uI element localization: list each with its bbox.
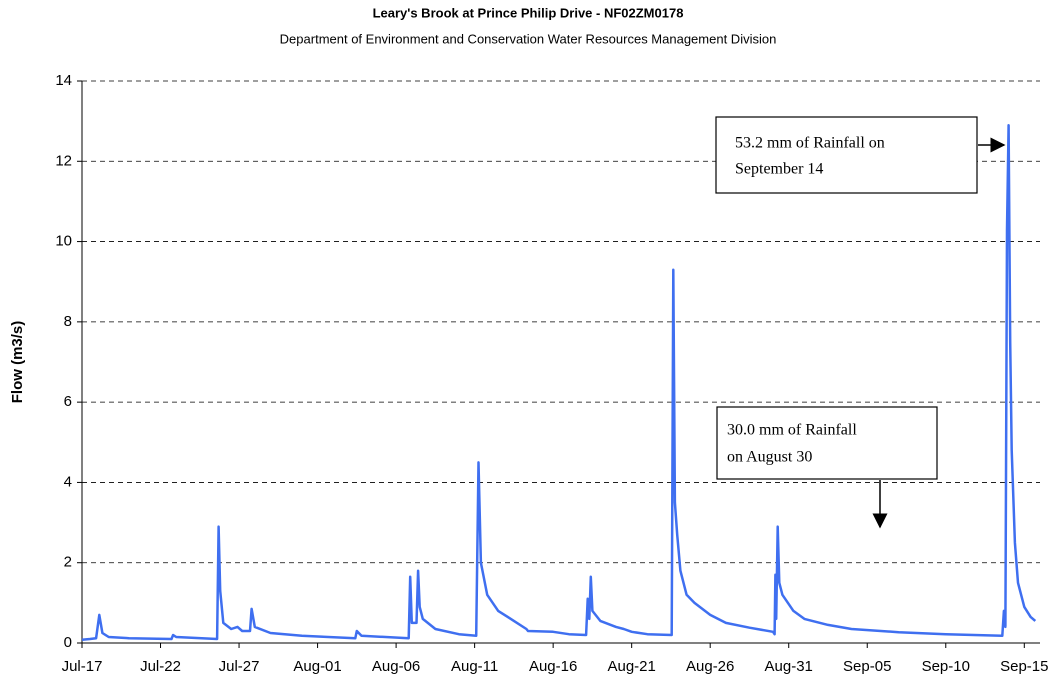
y-tick-label: 0 bbox=[64, 634, 72, 651]
flow-line bbox=[81, 123, 1037, 642]
y-tick-label: 10 bbox=[55, 233, 72, 250]
x-tick-label: Aug-11 bbox=[451, 658, 498, 675]
chart-subtitle: Department of Environment and Conservati… bbox=[280, 31, 777, 46]
annotation-text: 53.2 mm of Rainfall on bbox=[735, 135, 885, 152]
y-tick-label: 12 bbox=[55, 152, 72, 169]
x-tick-label: Jul-22 bbox=[140, 658, 181, 675]
annotation-text: 30.0 mm of Rainfall bbox=[727, 422, 857, 439]
annotation-text: September 14 bbox=[735, 161, 823, 178]
x-tick-label: Aug-01 bbox=[293, 658, 341, 675]
y-tick-label: 2 bbox=[64, 554, 72, 571]
x-tick-label: Aug-26 bbox=[686, 658, 734, 675]
y-tick-label: 6 bbox=[64, 393, 72, 410]
y-axis-label: Flow (m3/s) bbox=[9, 321, 26, 404]
y-tick-label: 14 bbox=[55, 72, 72, 89]
x-tick-label: Sep-15 bbox=[1000, 658, 1048, 675]
x-tick-label: Aug-16 bbox=[529, 658, 577, 675]
annotation-text: on August 30 bbox=[727, 449, 812, 466]
x-tick-label: Aug-31 bbox=[765, 658, 813, 675]
y-tick-label: 4 bbox=[64, 473, 72, 490]
x-tick-label: Sep-10 bbox=[922, 658, 970, 675]
x-tick-label: Aug-21 bbox=[607, 658, 655, 675]
annotation-box bbox=[715, 116, 978, 194]
x-tick-label: Sep-05 bbox=[843, 658, 891, 675]
annotation: 53.2 mm of Rainfall on September 14 30.0… bbox=[715, 116, 1006, 529]
y-tick-label: 8 bbox=[64, 313, 72, 330]
x-tick-label: Aug-06 bbox=[372, 658, 420, 675]
x-tick-label: Jul-27 bbox=[219, 658, 260, 675]
chart-title: Leary's Brook at Prince Philip Drive - N… bbox=[373, 5, 684, 20]
annotation-box bbox=[716, 406, 938, 480]
x-tick-label: Jul-17 bbox=[62, 658, 103, 675]
